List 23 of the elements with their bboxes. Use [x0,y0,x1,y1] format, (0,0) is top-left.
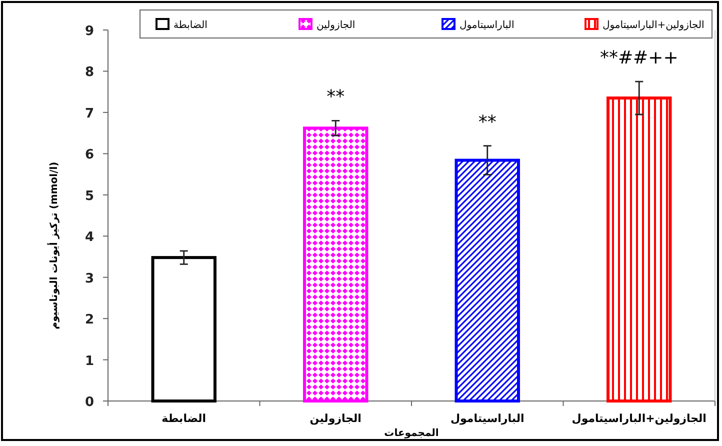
legend-label: الجازولين [316,20,356,31]
y-tick-label: 8 [84,65,94,80]
y-tick-label: 4 [84,230,94,246]
y-tick-label: 9 [84,24,94,39]
y-tick-label: 1 [84,354,94,369]
x-tick-label: الجازولين [310,412,362,425]
y-tick-label: 7 [84,106,94,122]
y-tick-label: 2 [84,312,94,328]
y-tick-label: 3 [84,271,94,286]
y-tick-label: 0 [84,395,94,410]
y-axis-title: تركيز أيونات البوتاسيوم (mmol/l) [47,162,60,330]
annotation: **##++ [600,48,678,69]
y-tick-label: 6 [84,148,94,163]
x-tick-label: الباراسيتامول [450,412,524,425]
annotation: ** [478,112,496,133]
x-tick-label: الضابطة [162,412,206,425]
y-tick-label: 5 [84,188,94,204]
x-tick-label: الجازولين+الباراسيتامول [572,412,706,425]
x-axis-title: المجموعات [384,428,439,439]
legend-label: الضابطة [174,20,208,31]
legend-label: الجازولين+الباراسيتامول [602,20,704,31]
annotation: ** [326,86,345,108]
legend-label: الباراسيتامول [460,20,514,31]
